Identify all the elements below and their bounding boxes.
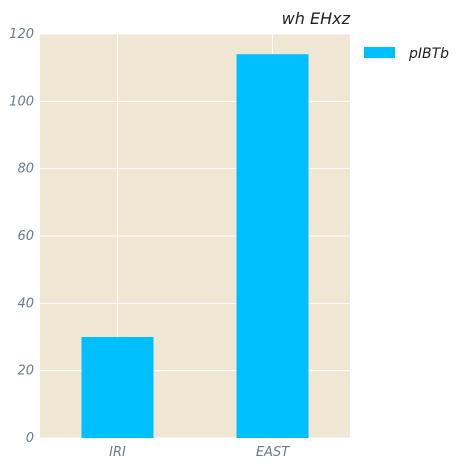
x-axis-ticks: IRI EAST [109, 445, 290, 460]
y-tick-label: 60 [17, 229, 34, 244]
bar-east [236, 54, 309, 438]
y-tick-label: 40 [17, 296, 34, 311]
y-tick-label: 80 [17, 162, 34, 177]
y-tick-label: 20 [17, 364, 34, 379]
x-tick-label: EAST [256, 445, 290, 460]
y-tick-label: 0 [26, 431, 34, 446]
legend-label: pIBTb [408, 46, 449, 62]
bars [81, 54, 309, 438]
legend-swatch [364, 47, 395, 58]
x-tick-label: IRI [109, 445, 126, 460]
legend: pIBTb [364, 46, 449, 62]
y-tick-label: 100 [9, 94, 34, 109]
bar-iri [81, 337, 154, 438]
y-axis-ticks: 0 20 40 60 80 100 120 [9, 27, 34, 446]
y-tick-label: 120 [9, 27, 34, 42]
chart-title: wh EHxz [282, 9, 351, 28]
